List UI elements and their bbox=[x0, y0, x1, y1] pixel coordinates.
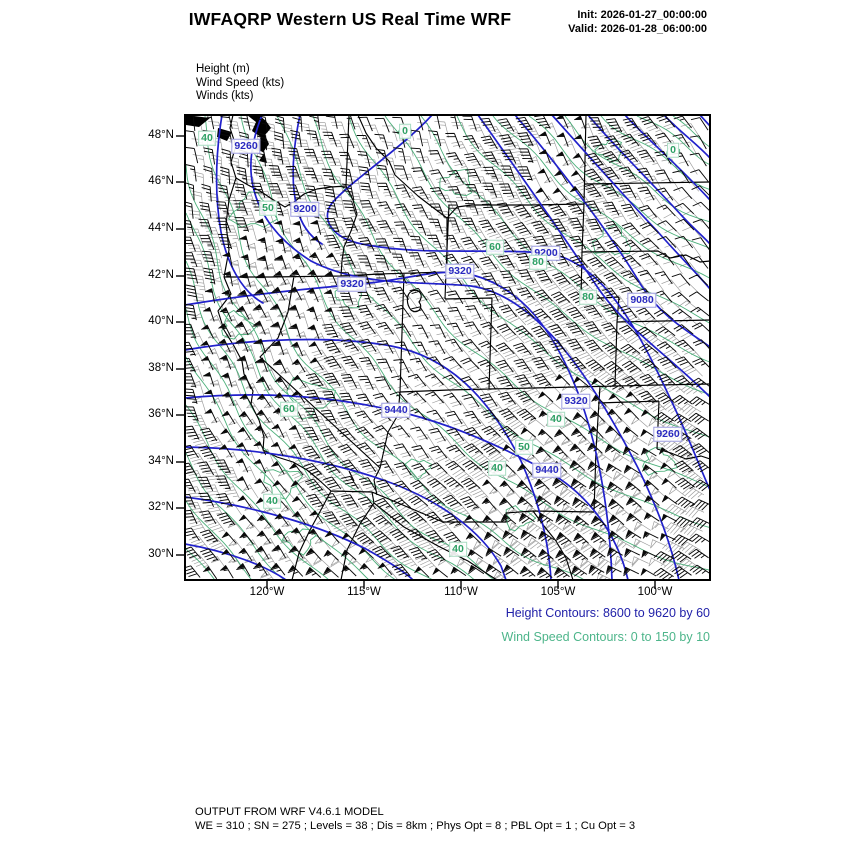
height-contour-caption: Height Contours: 8600 to 9620 by 60 bbox=[505, 606, 710, 620]
height-contours bbox=[185, 115, 710, 580]
run-times: Init: 2026-01-27_00:00:00 Valid: 2026-01… bbox=[568, 8, 707, 36]
windspeed-contour-caption: Wind Speed Contours: 0 to 150 by 10 bbox=[501, 630, 710, 644]
model-footer: OUTPUT FROM WRF V4.6.1 MODEL WE = 310 ; … bbox=[195, 806, 635, 833]
wind-barb-pennants bbox=[199, 115, 669, 577]
wind-barbs-black bbox=[185, 115, 710, 580]
page-title: IWFAQRP Western US Real Time WRF bbox=[188, 9, 512, 29]
legend-windspeed: Wind Speed (kts) bbox=[196, 76, 285, 89]
map-frame bbox=[184, 114, 711, 581]
init-time: Init: 2026-01-27_00:00:00 bbox=[577, 9, 707, 21]
footer-config-line: WE = 310 ; SN = 275 ; Levels = 38 ; Dis … bbox=[195, 819, 636, 832]
field-legend: Height (m) Wind Speed (kts) Winds (kts) bbox=[196, 63, 284, 104]
footer-model-line: OUTPUT FROM WRF V4.6.1 MODEL bbox=[195, 806, 384, 818]
legend-winds: Winds (kts) bbox=[196, 90, 254, 102]
legend-height: Height (m) bbox=[196, 63, 250, 75]
valid-time: Valid: 2026-01-28_06:00:00 bbox=[568, 23, 707, 35]
